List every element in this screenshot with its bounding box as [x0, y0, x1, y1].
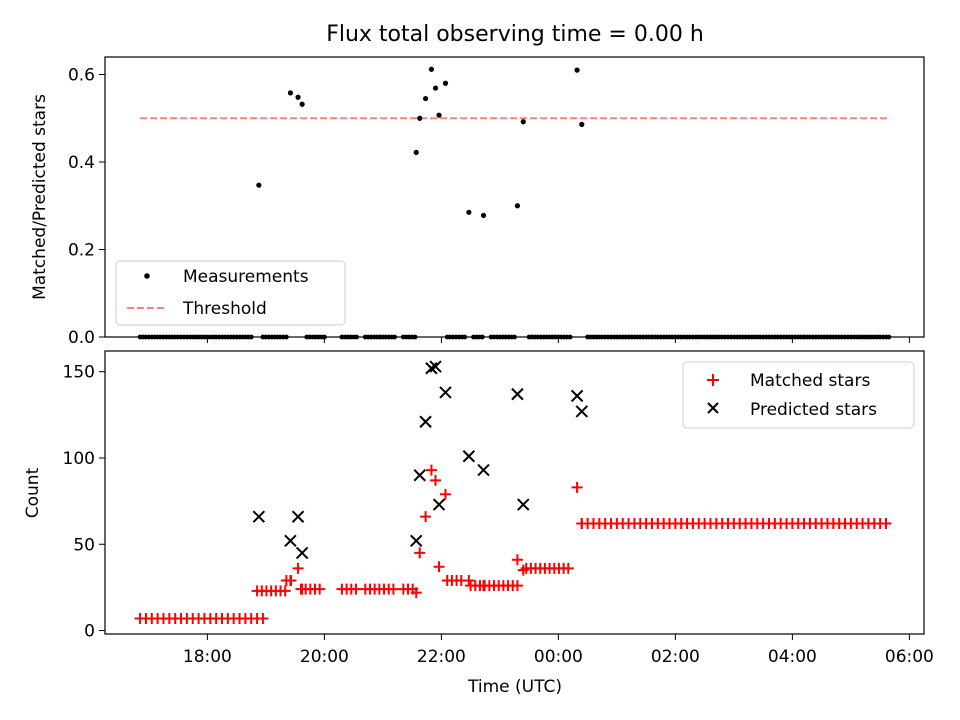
legend-threshold-label: Threshold — [182, 299, 267, 319]
predicted-star-point — [410, 534, 423, 548]
matched-star-point — [880, 518, 892, 530]
predicted-star-point — [429, 360, 442, 373]
measurement-point — [295, 94, 301, 100]
count-y-tick-label: 0 — [84, 622, 95, 642]
predicted-star-point — [511, 387, 524, 401]
predicted-star-point — [517, 498, 530, 511]
count-x-tick-label: 22:00 — [417, 647, 466, 667]
matched-star-point — [257, 612, 269, 624]
count-x-tick-label: 00:00 — [534, 647, 583, 667]
matched-star-point — [314, 583, 326, 595]
predicted-star-point — [570, 389, 584, 403]
matched-star-point — [517, 564, 529, 576]
predicted-star-point — [432, 498, 446, 511]
legend-matched-marker — [707, 374, 719, 386]
measurement-point — [299, 101, 305, 107]
matched-star-point — [439, 488, 451, 500]
matched-star-point — [430, 474, 442, 486]
measurement-point — [514, 203, 521, 209]
measurement-point — [422, 95, 429, 102]
measurement-point — [480, 212, 487, 218]
count-y-tick-label: 150 — [63, 363, 95, 383]
ratio-legend: Measurements Threshold — [115, 260, 346, 326]
legend-predicted-label: Predicted stars — [750, 400, 877, 420]
matched-star-point — [425, 464, 437, 476]
count-x-tick-label: 18:00 — [183, 647, 232, 667]
matched-star-point — [350, 583, 362, 595]
x-axis-label: Time (UTC) — [467, 677, 562, 697]
ratio-y-tick-label: 0.2 — [68, 241, 95, 261]
measurement-point — [579, 121, 585, 127]
measurement-point — [574, 67, 580, 73]
matched-star-point — [420, 511, 432, 523]
count-x-tick-label: 20:00 — [300, 647, 349, 667]
predicted-star-point — [252, 510, 266, 523]
ratio-panel-frame — [104, 56, 925, 338]
legend-predicted-marker — [707, 402, 719, 414]
chart-title: Flux total observing time = 0.00 h — [326, 22, 704, 47]
matched-star-point — [576, 518, 588, 530]
predicted-star-point — [462, 450, 476, 463]
measurement-point — [417, 115, 423, 121]
predicted-star-point — [477, 463, 490, 477]
predicted-star-point — [439, 386, 452, 399]
matched-star-point — [562, 562, 574, 574]
ratio-y-tick-label: 0.6 — [68, 66, 95, 86]
measurement-point — [520, 119, 526, 125]
measurement-point — [466, 209, 472, 215]
measurement-point — [436, 112, 442, 118]
count-x-tick-label: 02:00 — [651, 647, 700, 667]
measurement-point — [442, 80, 449, 86]
matched-star-point — [463, 575, 475, 587]
predicted-star-point — [413, 469, 426, 482]
predicted-star-point — [425, 362, 438, 375]
legend-matched-label: Matched stars — [750, 371, 870, 391]
predicted-star-point — [284, 534, 297, 548]
ratio-panel: 0.0 0.2 0.4 0.6 Matched/Predicted stars Mea… — [30, 56, 925, 348]
matched-star-point — [477, 580, 489, 592]
matched-star-point — [284, 575, 296, 587]
ratio-y-axis-label: Matched/Predicted stars — [30, 94, 50, 300]
ratio-y-tick-label: 0.4 — [68, 153, 95, 173]
count-y-axis-label: Count — [23, 467, 43, 518]
measurement-point — [287, 90, 294, 96]
ratio-y-tick-label: 0.0 — [68, 328, 95, 348]
count-x-tick-label: 04:00 — [768, 647, 817, 667]
matched-star-point — [296, 583, 308, 595]
predicted-star-point — [419, 415, 432, 428]
matched-star-point — [292, 562, 304, 574]
matched-star-point — [571, 481, 583, 493]
matched-star-point — [279, 585, 291, 597]
legend-measurements-label: Measurements — [183, 267, 309, 287]
matched-star-point — [410, 587, 422, 599]
measurement-point — [413, 149, 419, 155]
count-panel-frame — [104, 350, 925, 635]
count-legend-box — [682, 361, 915, 429]
count-y-tick-label: 100 — [63, 449, 95, 469]
count-y-tick-label: 50 — [73, 535, 95, 555]
ratio-legend-box — [115, 260, 346, 326]
measurement-point — [428, 66, 435, 72]
count-panel: 0 50 100 150 18:00 20:00 22:00 00:00 02:00 04:00 0… — [23, 350, 934, 697]
measurement-point — [432, 85, 439, 91]
predicted-star-point — [295, 546, 309, 560]
count-x-tick-label: 06:00 — [885, 647, 934, 667]
measurement-point — [256, 182, 262, 188]
matched-star-point — [433, 561, 445, 573]
predicted-star-point — [291, 510, 305, 523]
matched-star-point — [511, 554, 523, 566]
matched-star-point — [511, 580, 523, 592]
legend-measurements-marker — [144, 273, 150, 279]
matched-star-point — [387, 583, 399, 595]
predicted-star-point — [575, 405, 588, 418]
count-legend: Matched stars Predicted stars — [682, 361, 915, 429]
matched-star-point — [414, 547, 426, 559]
